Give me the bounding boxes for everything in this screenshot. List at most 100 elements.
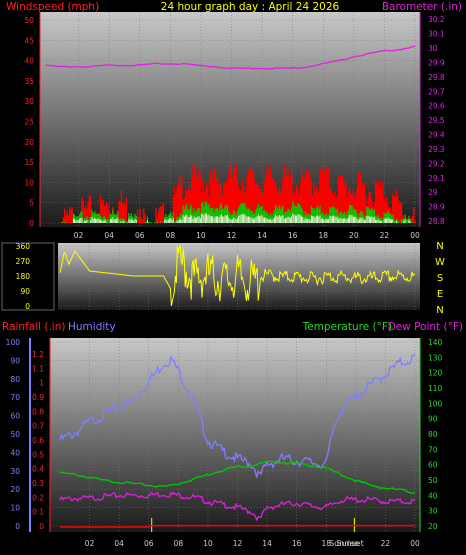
lower-x-tick: 18	[321, 539, 331, 548]
direction-y-tick: 90	[20, 287, 30, 296]
wind-x-tick: 12	[227, 231, 237, 240]
barometer-y-tick: 29.8	[428, 73, 445, 82]
wind-x-tick: 04	[104, 231, 114, 240]
temperature-y-tick: 70	[428, 445, 438, 454]
lower-x-tick: 22	[381, 539, 391, 548]
wind-x-tick: 10	[196, 231, 206, 240]
temperature-y-tick: 20	[428, 522, 438, 531]
temperature-y-tick: 40	[428, 491, 438, 500]
barometer-y-tick: 29.1	[428, 174, 445, 183]
temperature-y-tick: 100	[428, 399, 443, 408]
wind-y-tick: 20	[24, 138, 34, 147]
lower-x-tick: 06	[144, 539, 154, 548]
humidity-y-tick: 60	[10, 412, 20, 421]
rain-y-tick: 1.1	[32, 364, 44, 373]
rain-y-tick: 0.4	[32, 465, 44, 474]
wind-x-tick: 06	[135, 231, 145, 240]
barometer-y-tick: 29.3	[428, 145, 445, 154]
rainfall-line	[60, 524, 415, 528]
rainfall-axis-title: Rainfall (.in)	[2, 321, 65, 333]
rain-y-tick: 0.8	[32, 407, 44, 416]
temperature-y-tick: 140	[428, 338, 443, 347]
barometer-y-tick: 30	[428, 44, 438, 53]
lower-x-tick: 14	[262, 539, 272, 548]
barometer-y-tick: 29.4	[428, 131, 445, 140]
rain-y-tick: 0.2	[32, 493, 44, 502]
rain-y-tick: 0.7	[32, 422, 44, 431]
wind-y-tick: 25	[24, 118, 34, 127]
humidity-y-tick: 80	[10, 375, 20, 384]
lower-panel-bg	[50, 338, 420, 532]
humidity-line	[59, 353, 416, 478]
page-title: 24 hour graph day : April 24 2026	[161, 1, 340, 13]
compass-label: N	[436, 305, 443, 316]
humidity-y-tick: 90	[10, 356, 20, 365]
temperature-y-tick: 80	[428, 430, 438, 439]
wind-y-tick: 50	[24, 16, 34, 25]
humidity-y-tick: 0	[15, 522, 20, 531]
sunset-label: Sunset	[336, 539, 363, 548]
direction-y-tick: 360	[16, 242, 31, 251]
barometer-y-tick: 29	[428, 188, 438, 197]
wind-y-tick: 40	[24, 57, 34, 66]
wind-x-tick: 08	[166, 231, 176, 240]
temperature-y-tick: 130	[428, 353, 443, 362]
rain-y-tick: 0.6	[32, 436, 44, 445]
temperature-y-tick: 90	[428, 415, 438, 424]
rain-y-tick: 1.2	[32, 350, 44, 359]
lower-x-tick: 02	[85, 539, 95, 548]
dewpoint-axis-title: Dew Point (°F)	[388, 321, 463, 333]
wind-x-tick: 18	[318, 231, 328, 240]
barometer-y-tick: 28.8	[428, 217, 445, 226]
temperature-axis-title: Temperature (°F)	[302, 321, 392, 333]
wind-x-tick: 16	[288, 231, 298, 240]
compass-label: W	[435, 257, 445, 268]
barometer-y-tick: 29.7	[428, 87, 445, 96]
lower-x-tick: 04	[114, 539, 124, 548]
wind-x-tick: 20	[349, 231, 359, 240]
wind-y-tick: 0	[29, 219, 34, 228]
lower-x-tick: 16	[292, 539, 302, 548]
temperature-y-tick: 50	[428, 476, 438, 485]
humidity-y-tick: 100	[6, 338, 21, 347]
wind-average-series	[60, 201, 415, 223]
temperature-y-tick: 30	[428, 507, 438, 516]
dewpoint-line	[59, 491, 416, 522]
windspeed-axis-title: Windspeed (mph)	[6, 1, 99, 13]
barometer-line	[44, 45, 416, 70]
humidity-y-tick: 50	[10, 430, 20, 439]
barometer-y-tick: 29.6	[428, 102, 445, 111]
wind-y-tick: 35	[24, 77, 34, 86]
wind-x-tick: 00	[410, 231, 420, 240]
humidity-y-tick: 30	[10, 467, 20, 476]
temperature-y-tick: 120	[428, 369, 443, 378]
sunrise-label: Sunrise	[329, 539, 359, 548]
direction-panel-bg	[58, 243, 420, 310]
compass-label: E	[437, 289, 443, 300]
humidity-y-tick: 70	[10, 393, 20, 402]
wind-y-tick: 10	[24, 178, 34, 187]
barometer-y-tick: 29.5	[428, 116, 445, 125]
lower-x-tick: 08	[174, 539, 184, 548]
wind-direction-line	[59, 245, 415, 307]
wind-y-tick: 30	[24, 97, 34, 106]
rain-y-tick: 0.3	[32, 479, 44, 488]
barometer-y-tick: 30.2	[428, 15, 445, 24]
humidity-y-tick: 20	[10, 485, 20, 494]
rain-y-tick: 1	[39, 379, 44, 388]
temperature-y-tick: 110	[428, 384, 443, 393]
barometer-axis-title: Barometer (.in)	[382, 1, 462, 13]
barometer-y-tick: 29.2	[428, 159, 445, 168]
wind-x-tick: 02	[74, 231, 84, 240]
temperature-line	[59, 460, 416, 494]
rain-y-tick: 0.5	[32, 450, 44, 459]
lower-x-tick: 12	[233, 539, 243, 548]
direction-y-tick: 270	[16, 257, 31, 266]
compass-label: S	[437, 273, 443, 284]
wind-y-tick: 45	[24, 36, 34, 45]
wind-y-tick: 5	[29, 199, 34, 208]
barometer-y-tick: 28.9	[428, 203, 445, 212]
rain-y-tick: 0.1	[32, 508, 44, 517]
rain-y-tick: 0.9	[32, 393, 44, 402]
